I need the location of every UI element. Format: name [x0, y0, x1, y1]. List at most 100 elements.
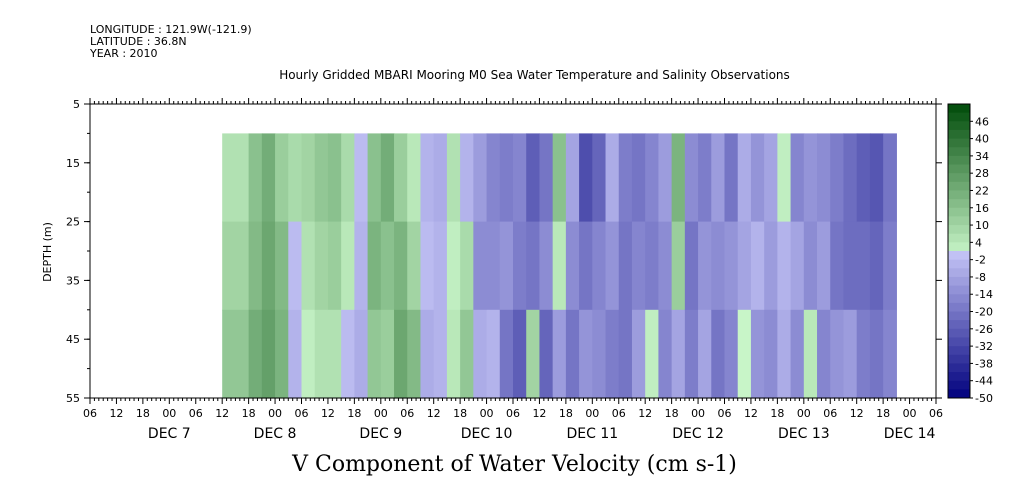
heat-cell — [420, 221, 435, 311]
colorbar-swatch — [948, 372, 970, 382]
x-hour-label: 00 — [797, 407, 811, 420]
heat-cell — [341, 133, 355, 223]
heat-cell — [790, 133, 805, 223]
heat-cell — [420, 133, 435, 223]
x-hour-label: 00 — [268, 407, 282, 420]
heat-cell — [499, 309, 514, 399]
heat-cell — [301, 221, 316, 311]
heat-cell — [433, 221, 448, 311]
heat-cell — [684, 221, 699, 311]
heat-cell — [539, 309, 554, 399]
colorbar-label: 28 — [975, 167, 989, 180]
heat-cell — [341, 309, 355, 399]
colorbar-swatch — [948, 337, 970, 347]
x-date-label: DEC 14 — [884, 426, 936, 442]
x-hour-label: 12 — [109, 407, 123, 420]
heat-cell — [288, 309, 303, 399]
x-hour-label: 18 — [136, 407, 150, 420]
colorbar-label: -26 — [975, 323, 993, 336]
heat-cell — [539, 133, 554, 223]
heat-cell — [460, 309, 474, 399]
x-date-label: DEC 9 — [359, 426, 402, 442]
x-hour-label: 00 — [374, 407, 388, 420]
heat-cell — [380, 133, 395, 223]
y-tick-label: 45 — [66, 333, 80, 346]
colorbar-label: -38 — [975, 357, 993, 370]
heat-cell — [592, 133, 607, 223]
heat-cell — [327, 309, 342, 399]
colorbar-label: 10 — [975, 219, 989, 232]
colorbar-label: -50 — [975, 392, 993, 405]
heat-cell — [275, 309, 289, 399]
heat-cell — [539, 221, 554, 311]
x-date-label: DEC 10 — [461, 426, 513, 442]
heat-cell — [684, 133, 699, 223]
x-axis-title: V Component of Water Velocity (cm s-1) — [292, 452, 737, 477]
heat-cell — [486, 309, 501, 399]
heat-cell — [711, 309, 726, 399]
colorbar-swatch — [948, 233, 970, 243]
heat-cell — [327, 221, 342, 311]
heat-cell — [658, 221, 673, 311]
x-hour-label: 06 — [400, 407, 414, 420]
heat-cell — [499, 133, 514, 223]
x-hour-label: 18 — [453, 407, 467, 420]
heat-cell — [552, 309, 567, 399]
heat-cell — [565, 133, 580, 223]
heat-cell — [288, 133, 303, 223]
heat-cell — [790, 309, 805, 399]
x-hour-label: 00 — [903, 407, 917, 420]
heat-cell — [605, 309, 620, 399]
colorbar-swatch — [948, 389, 970, 399]
colorbar-label: -2 — [975, 254, 986, 267]
heat-cell — [261, 221, 276, 311]
heat-cell — [830, 133, 845, 223]
heat-cell — [631, 309, 646, 399]
heat-cell — [407, 309, 422, 399]
heat-cell — [671, 221, 686, 311]
y-axis-label: DEPTH (m) — [41, 222, 54, 282]
colorbar-swatch — [948, 276, 970, 287]
colorbar-swatch — [948, 311, 970, 321]
heat-cell — [817, 221, 831, 311]
x-hour-label: 18 — [876, 407, 890, 420]
colorbar-label: -32 — [975, 340, 993, 353]
colorbar-label: 34 — [975, 150, 989, 163]
heat-cell — [275, 133, 289, 223]
heat-cell — [367, 309, 382, 399]
colorbar-swatch — [948, 173, 970, 183]
heat-cell — [803, 309, 818, 399]
heat-cell — [869, 133, 884, 223]
heat-cell — [341, 221, 355, 311]
heat-cell — [526, 133, 541, 223]
heat-cell — [460, 133, 474, 223]
heat-cell — [803, 221, 818, 311]
heat-cell — [645, 221, 660, 311]
colorbar-swatch — [948, 207, 970, 217]
heat-cell — [830, 221, 845, 311]
colorbar-swatch — [948, 155, 970, 166]
x-date-label: DEC 8 — [254, 426, 297, 442]
colorbar-swatch — [948, 302, 970, 313]
x-hour-label: 00 — [691, 407, 705, 420]
heat-cell — [790, 221, 805, 311]
x-hour-label: 06 — [506, 407, 520, 420]
heat-cell — [883, 133, 897, 223]
heat-cell — [737, 309, 752, 399]
heat-cell — [526, 309, 541, 399]
heat-cell — [618, 309, 633, 399]
longitude-text: LONGITUDE : 121.9W(-121.9) — [90, 23, 252, 36]
heat-cell — [288, 221, 303, 311]
heat-cell — [248, 133, 263, 223]
colorbar-swatch — [948, 346, 970, 356]
heat-cell — [764, 133, 778, 223]
heat-cell — [684, 309, 699, 399]
heat-cell — [631, 133, 646, 223]
heat-cell — [222, 221, 250, 311]
colorbar-swatch — [948, 181, 970, 191]
heat-cell — [592, 221, 607, 311]
heat-cell — [275, 221, 289, 311]
heat-cell — [394, 221, 408, 311]
heat-cell — [394, 309, 408, 399]
